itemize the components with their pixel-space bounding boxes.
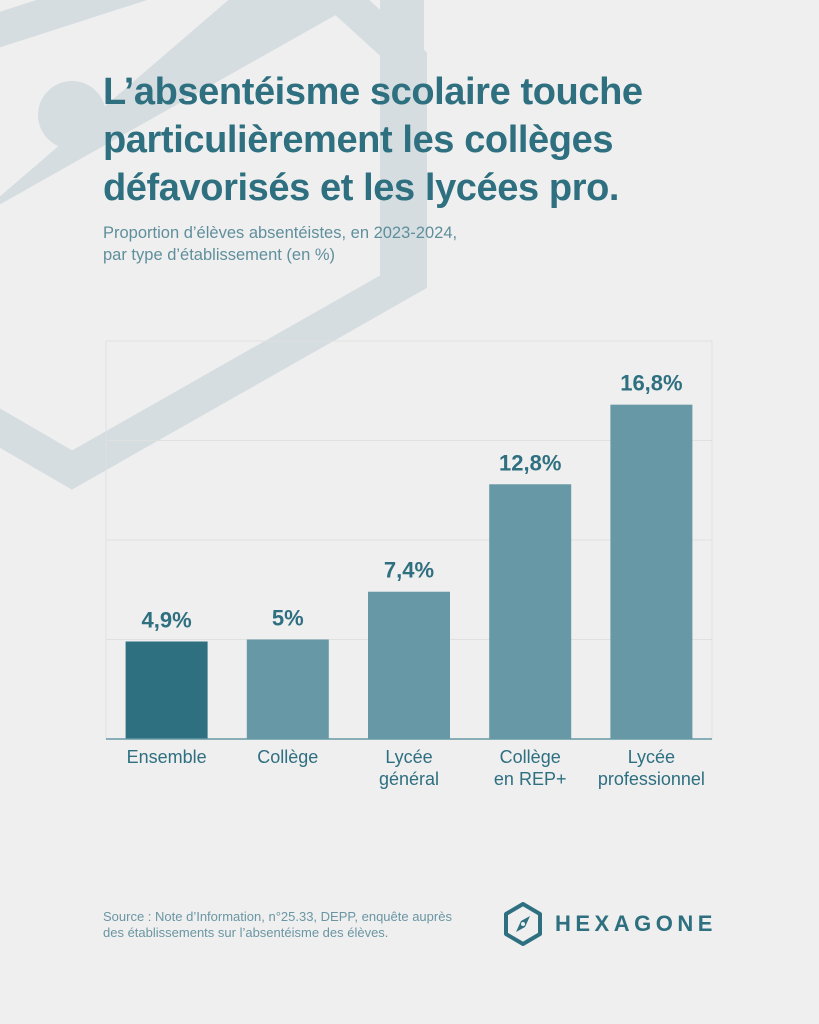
bar: [125, 641, 208, 739]
category-label: Collège: [500, 747, 561, 767]
category-label: Collège: [257, 747, 318, 767]
bar: [368, 591, 450, 739]
subtitle-line: Proportion d’élèves absentéistes, en 202…: [103, 224, 458, 242]
category-label: en REP+: [494, 769, 567, 789]
bar-chart: 4,9%Ensemble5%Collège7,4%Lycéegénéral12,…: [105, 340, 713, 789]
bar: [610, 404, 693, 739]
page-title: L’absentéisme scolaire touche particuliè…: [103, 71, 643, 209]
data-label: 4,9%: [142, 607, 192, 632]
data-label: 5%: [272, 606, 304, 631]
data-label: 12,8%: [499, 450, 561, 475]
data-label: 7,4%: [384, 558, 434, 583]
source-line: des établissements sur l’absentéisme des…: [103, 925, 389, 940]
category-label: Lycée: [628, 747, 675, 767]
category-label: Lycée: [385, 747, 432, 767]
source-note: Source : Note d’Information, n°25.33, DE…: [103, 909, 503, 941]
bar: [246, 639, 329, 739]
category-label: Ensemble: [127, 747, 207, 767]
logo-text: HEXAGONE: [555, 911, 717, 936]
bar: [489, 484, 572, 739]
background-hexagon-decoration: [0, 0, 427, 490]
brand-logo: HEXAGONE: [503, 902, 717, 946]
chart-subtitle: Proportion d’élèves absentéistes, en 202…: [103, 222, 623, 266]
subtitle-line: par type d’établissement (en %): [103, 246, 336, 264]
data-label: 16,8%: [620, 371, 682, 396]
source-line: Source : Note d’Information, n°25.33, DE…: [103, 909, 452, 924]
hexagon-compass-icon: [504, 902, 542, 946]
category-label: professionnel: [598, 769, 705, 789]
category-label: général: [379, 769, 439, 789]
